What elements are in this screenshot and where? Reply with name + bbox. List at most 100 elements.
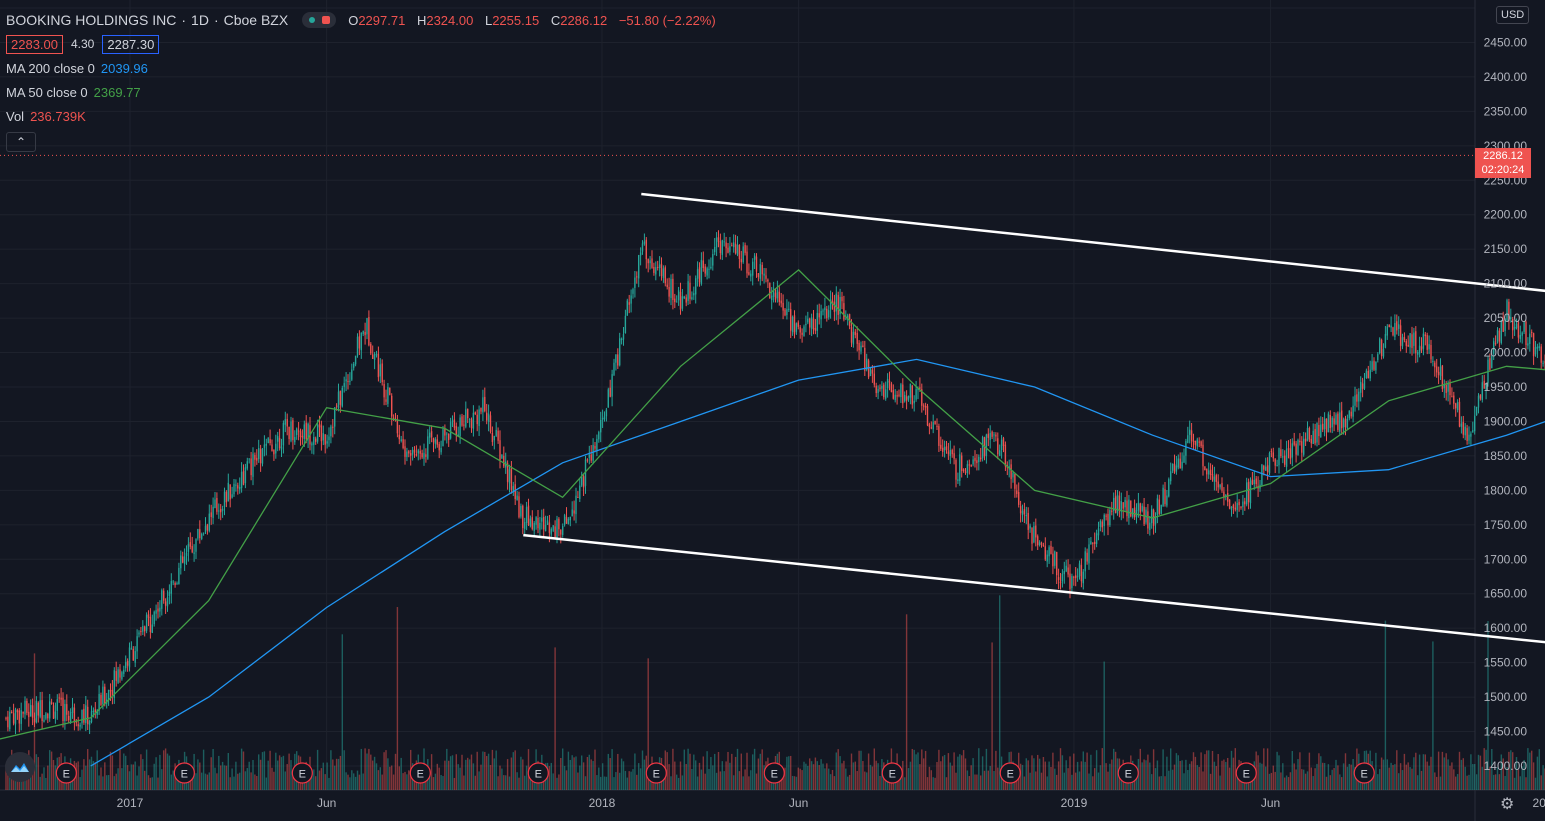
candle-body: [1027, 513, 1029, 530]
volume-bar: [52, 759, 55, 790]
candle-body: [294, 436, 296, 443]
volume-bar: [514, 750, 516, 790]
market-status-badge[interactable]: [302, 12, 337, 28]
candle-body: [600, 419, 602, 433]
volume-bar: [1065, 760, 1067, 790]
candle-body: [442, 429, 444, 446]
volume-bar: [879, 775, 881, 790]
settings-gear-icon[interactable]: ⚙: [1500, 796, 1515, 813]
volume-bar: [696, 776, 699, 790]
earnings-marker[interactable]: E: [173, 762, 195, 784]
earnings-marker[interactable]: E: [409, 762, 431, 784]
volume-bar: [1449, 765, 1451, 790]
earnings-marker[interactable]: E: [1235, 762, 1257, 784]
symbol-name[interactable]: BOOKING HOLDINGS INC: [6, 12, 177, 28]
price-tick-label: 1750.00: [1484, 518, 1528, 532]
candle-body: [1314, 429, 1316, 444]
candle-body: [873, 373, 875, 385]
candle-body: [826, 308, 828, 319]
candle-body: [39, 700, 41, 717]
volume-bar: [624, 770, 627, 790]
candle-body: [1095, 533, 1098, 544]
candle-body: [959, 454, 961, 481]
volume-bar: [366, 753, 368, 790]
collapse-legend-button[interactable]: ⌃: [6, 132, 36, 152]
candle-body: [1424, 334, 1426, 337]
candle-body: [1120, 501, 1122, 512]
candle-body: [240, 471, 243, 488]
volume-bar: [964, 758, 967, 790]
indicator-volume[interactable]: Vol 236.739K: [6, 108, 86, 124]
earnings-marker[interactable]: E: [763, 762, 785, 784]
volume-bar: [1344, 753, 1347, 790]
volume-bar: [603, 776, 606, 790]
volume-bar: [862, 761, 864, 790]
indicator-ma50[interactable]: MA 50 close 0 2369.77: [6, 84, 141, 100]
volume-bar: [1403, 753, 1406, 790]
volume-bar: [1458, 751, 1461, 790]
candle-body: [544, 524, 547, 531]
candle-body: [356, 336, 359, 356]
volume-bar: [332, 759, 334, 790]
candle-body: [138, 632, 140, 635]
candle-body: [1466, 428, 1468, 441]
candle-body: [1493, 341, 1495, 354]
earnings-marker[interactable]: E: [881, 762, 903, 784]
volume-bar: [204, 773, 207, 790]
candle-body: [470, 419, 473, 429]
candle-body: [660, 263, 663, 277]
tradingview-logo-icon[interactable]: [5, 752, 35, 782]
candle-body: [683, 296, 685, 299]
earnings-marker[interactable]: E: [645, 762, 667, 784]
indicator-ma200[interactable]: MA 200 close 0 2039.96: [6, 60, 148, 76]
candle-body: [1506, 300, 1508, 321]
candle-body: [467, 408, 469, 419]
earnings-marker[interactable]: E: [291, 762, 313, 784]
candle-body: [11, 711, 13, 714]
candle-body: [1010, 464, 1012, 480]
earnings-marker[interactable]: E: [55, 762, 77, 784]
earnings-marker[interactable]: E: [1117, 762, 1139, 784]
earnings-marker[interactable]: E: [999, 762, 1021, 784]
earnings-marker[interactable]: E: [527, 762, 549, 784]
candle-body: [1327, 413, 1330, 433]
candle-body: [1171, 463, 1174, 471]
volume-bar: [1160, 776, 1162, 790]
candle-body: [296, 428, 298, 436]
candle-body: [193, 552, 195, 554]
interval-label[interactable]: 1D: [191, 12, 209, 28]
candle-body: [1111, 510, 1113, 512]
candle-body: [237, 485, 239, 489]
candle-body: [1291, 443, 1293, 458]
currency-button[interactable]: USD: [1496, 6, 1530, 24]
candle-body: [752, 261, 754, 276]
volume-bar: [68, 777, 70, 790]
candle-body: [299, 431, 302, 438]
candle-body: [1280, 449, 1282, 457]
separator-dot: ·: [213, 12, 219, 28]
volume-bar: [575, 756, 577, 790]
earnings-marker[interactable]: E: [1353, 762, 1375, 784]
volume-bar: [729, 762, 731, 790]
candle-body: [1489, 358, 1491, 370]
candle-body: [311, 443, 313, 446]
volume-bar: [104, 762, 106, 790]
candle-body: [1430, 345, 1432, 360]
candle-body: [1246, 482, 1248, 505]
candle-body: [854, 331, 856, 335]
volume-bar: [968, 776, 970, 790]
volume-bar: [799, 768, 801, 790]
candle-body: [1532, 333, 1535, 357]
volume-bar: [1268, 773, 1271, 790]
volume-bar: [847, 776, 849, 790]
candle-body: [56, 699, 58, 711]
candle-body: [786, 309, 788, 316]
candle-body: [375, 354, 378, 356]
candle-body: [1373, 360, 1375, 370]
candle-body: [1042, 545, 1045, 547]
volume-bar: [170, 774, 172, 790]
candle-body: [303, 424, 305, 440]
buy-button[interactable]: 2287.30: [102, 34, 160, 54]
sell-button[interactable]: 2283.00: [6, 34, 63, 54]
